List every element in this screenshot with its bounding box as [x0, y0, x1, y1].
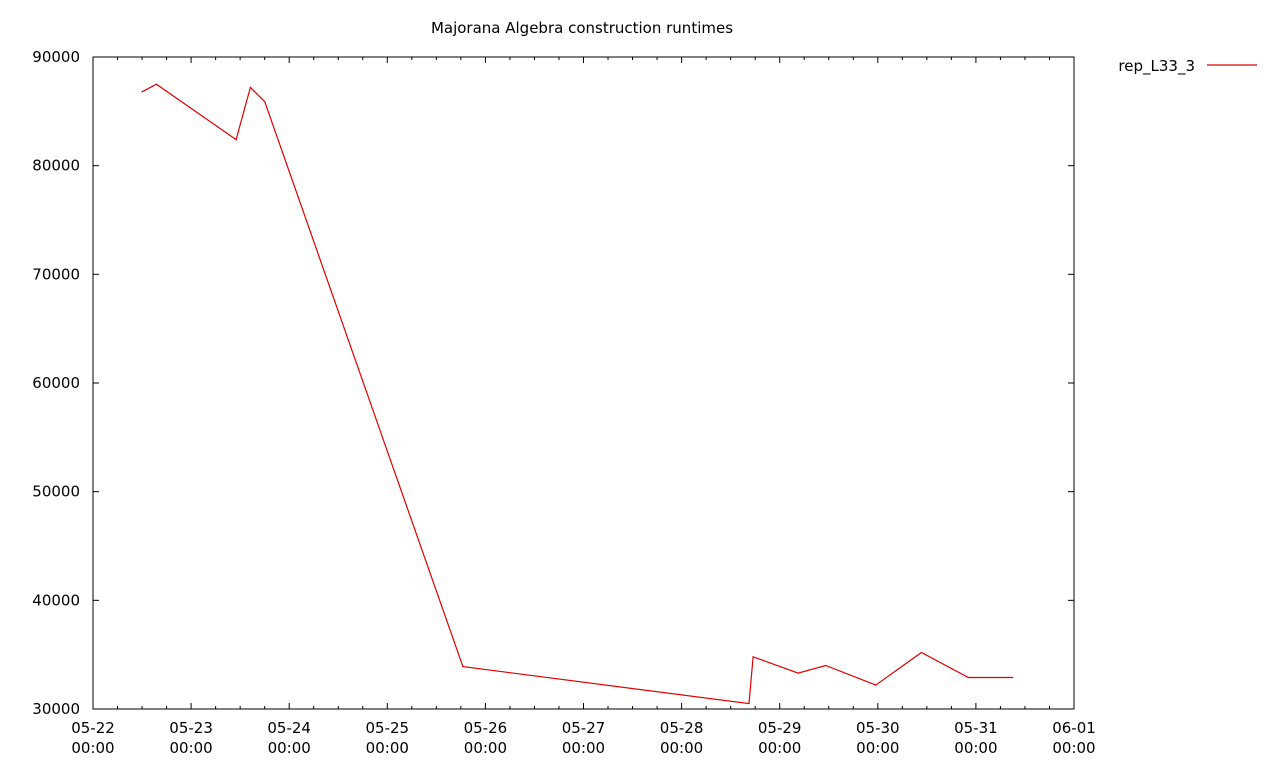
x-tick-label-time: 00:00 [464, 739, 507, 757]
x-tick-label-date: 05-22 [71, 719, 115, 737]
legend: rep_L33_3 [1118, 57, 1257, 76]
y-tick-label: 30000 [32, 700, 80, 718]
x-tick-label-time: 00:00 [660, 739, 703, 757]
data-point [967, 676, 970, 679]
y-tick-label: 40000 [32, 591, 80, 609]
data-point [920, 651, 923, 654]
x-tick-label-time: 00:00 [1052, 739, 1095, 757]
y-axis: 30000 40000 50000 60000 70000 80000 90000 [32, 48, 1074, 718]
y-tick-label: 60000 [32, 374, 80, 392]
x-tick-label-time: 00:00 [268, 739, 311, 757]
data-point [141, 91, 143, 93]
y-tick-label: 80000 [32, 157, 80, 175]
x-tick-label-time: 00:00 [954, 739, 997, 757]
y-tick-label: 50000 [32, 483, 80, 501]
x-tick-label-date: 05-29 [758, 719, 802, 737]
series-layer [141, 83, 1014, 705]
data-point [825, 664, 827, 667]
x-tick-label-time: 00:00 [71, 739, 114, 757]
data-point [462, 666, 464, 668]
x-tick-label-date: 05-27 [562, 719, 606, 737]
x-tick-label-time: 00:00 [366, 739, 409, 757]
x-tick-label-time: 00:00 [856, 739, 899, 757]
data-point [264, 100, 266, 103]
chart-title: Majorana Algebra construction runtimes [431, 19, 733, 37]
x-tick-label-date: 05-26 [464, 719, 508, 737]
x-tick-label-date: 06-01 [1052, 719, 1096, 737]
legend-label-rep-l33-3: rep_L33_3 [1118, 57, 1195, 76]
x-tick-label-date: 05-23 [169, 719, 213, 737]
x-tick-label-date: 05-31 [954, 719, 998, 737]
series-line-rep-l33-3 [141, 83, 1013, 705]
data-point [155, 83, 157, 85]
data-point [875, 684, 877, 686]
x-tick-label-time: 00:00 [169, 739, 212, 757]
x-tick-label-time: 00:00 [562, 739, 605, 757]
x-tick-label-date: 05-28 [660, 719, 704, 737]
x-axis: 05-22 00:00 05-23 00:00 05-24 00:00 05-25 00:00… [71, 57, 1096, 757]
data-point [249, 86, 251, 89]
x-tick-label-time: 00:00 [758, 739, 801, 757]
x-tick-label-date: 05-30 [856, 719, 900, 737]
data-point [1012, 676, 1014, 679]
data-point [235, 138, 237, 141]
x-tick-label-date: 05-24 [267, 719, 311, 737]
y-tick-label: 90000 [32, 48, 80, 66]
x-tick-label-date: 05-25 [366, 719, 410, 737]
data-point [752, 656, 754, 658]
plot-frame [92, 56, 1075, 710]
data-point [748, 702, 750, 705]
data-point [797, 672, 799, 674]
y-tick-label: 70000 [32, 265, 80, 283]
